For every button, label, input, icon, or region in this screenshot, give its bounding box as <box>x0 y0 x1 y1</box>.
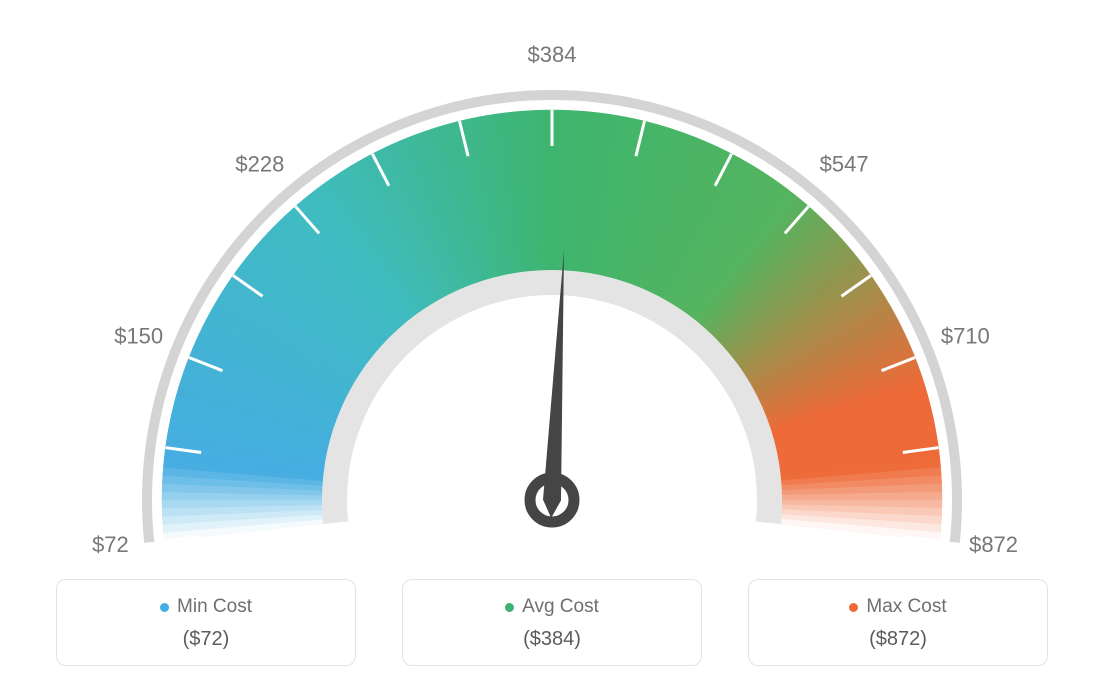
legend-card-min: Min Cost ($72) <box>56 579 356 666</box>
legend-dot-avg <box>505 603 514 612</box>
legend-row: Min Cost ($72) Avg Cost ($384) Max Cost … <box>0 579 1104 666</box>
legend-dot-max <box>849 603 858 612</box>
legend-label-max: Max Cost <box>866 596 946 618</box>
gauge-tick-label: $384 <box>528 42 577 67</box>
gauge-tick-label: $72 <box>92 532 129 557</box>
gauge-tick-label: $710 <box>941 324 990 349</box>
cost-gauge: $72 $150 $228 $384 $547 $710 $872 <box>0 0 1104 560</box>
gauge-tick-label: $228 <box>235 151 284 176</box>
gauge-tick-label: $150 <box>114 324 163 349</box>
legend-value-max: ($872) <box>759 628 1037 651</box>
legend-dot-min <box>160 603 169 612</box>
legend-card-max: Max Cost ($872) <box>748 579 1048 666</box>
legend-value-avg: ($384) <box>413 628 691 651</box>
legend-card-avg: Avg Cost ($384) <box>402 579 702 666</box>
legend-value-min: ($72) <box>67 628 345 651</box>
legend-label-min: Min Cost <box>177 596 252 618</box>
legend-label-avg: Avg Cost <box>522 596 599 618</box>
gauge-tick-label: $547 <box>820 151 869 176</box>
gauge-tick-label: $872 <box>969 532 1018 557</box>
